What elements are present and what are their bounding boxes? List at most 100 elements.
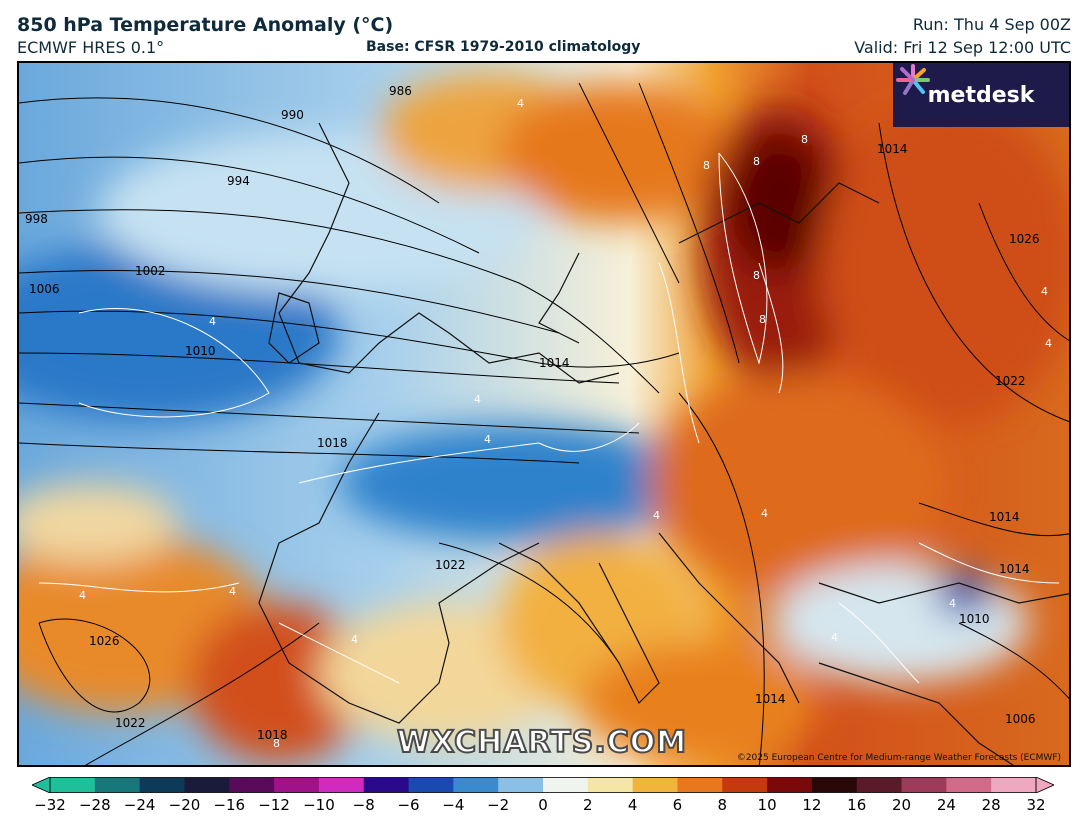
colorbar-cell: [408, 777, 454, 793]
colorbar-tick-label: 0: [538, 796, 548, 814]
colorbar-tick-label: −24: [123, 796, 156, 814]
isobar-label: 1014: [539, 356, 570, 370]
anomaly-label: 4: [831, 631, 838, 644]
colorbar-tick-label: −6: [397, 796, 420, 814]
anomaly-label: 4: [484, 433, 491, 446]
isobar-label: 1026: [1009, 232, 1040, 246]
anomaly-label: 4: [653, 509, 660, 522]
isobar-label: 1002: [135, 264, 166, 278]
colorbar-cell: [139, 777, 185, 793]
anomaly-label: 4: [79, 589, 86, 602]
metdesk-logo[interactable]: metdesk: [893, 63, 1069, 127]
colorbar-tick-label: −32: [34, 796, 66, 814]
colorbar-cells: [50, 777, 1037, 793]
isobar-label: 986: [389, 84, 412, 98]
isobar-label: 1018: [317, 436, 348, 450]
colorbar-tick-label: 2: [583, 796, 593, 814]
colorbar-cell: [543, 777, 589, 793]
colorbar-max-arrow: [1035, 777, 1054, 793]
colorbar-cell: [453, 777, 499, 793]
isobar-label: 1010: [959, 612, 990, 626]
logo-text: metdesk: [927, 82, 1035, 108]
colorbar-tick-label: −16: [213, 796, 246, 814]
anomaly-field: [19, 73, 1069, 763]
isobar-label: 994: [227, 174, 250, 188]
coastlines: [258, 122, 1069, 765]
colorbar-cell: [184, 777, 230, 793]
anomaly-label: 8: [759, 313, 766, 326]
colorbar-tick-label: 10: [757, 796, 777, 814]
colorbar-tick-label: 12: [802, 796, 822, 814]
anomaly-label: 4: [1041, 285, 1048, 298]
colorbar-cell: [811, 777, 858, 793]
isobar-label: 990: [281, 108, 304, 122]
colorbar-cell: [363, 777, 410, 793]
colorbar-tick-label: 20: [891, 796, 912, 814]
colorbar-cell: [318, 777, 365, 793]
anomaly-label: 4: [761, 507, 768, 520]
colorbar-cell: [722, 777, 768, 793]
isobars: [19, 82, 1069, 765]
metdesk-burst-icon: [896, 64, 930, 95]
colorbar-tick-label: −4: [442, 796, 465, 814]
anomaly-labels: 4 4 4 4 8 8 8 8 8 4 4 4 4 4 4 4 4 8 4: [79, 97, 1052, 750]
colorbar-cell: [274, 777, 320, 793]
colorbar-cell: [677, 777, 723, 793]
isobar-label: 1010: [185, 344, 216, 358]
anomaly-label: 4: [1045, 337, 1052, 350]
watermark: WXCHARTS.COM: [396, 724, 688, 761]
isobar-label: 1014: [755, 692, 786, 706]
anomaly-label: 4: [949, 597, 956, 610]
colorbar-cell: [991, 777, 1037, 793]
colorbar-cell: [50, 777, 96, 793]
colorbar-tick-label: −12: [258, 796, 290, 814]
isobar-label: 1006: [29, 282, 60, 296]
isobar-label: 1022: [435, 558, 466, 572]
colorbar-tick-label: −2: [487, 796, 510, 814]
anomaly-label: 4: [229, 585, 236, 598]
colorbar-tick-label: −8: [352, 796, 375, 814]
anomaly-label: 4: [209, 315, 216, 328]
colorbar-tick-label: 8: [717, 796, 728, 814]
colorbar-tick-label: −20: [168, 796, 201, 814]
data-credit: ©2025 European Centre for Medium-range W…: [736, 753, 1061, 763]
colorbar: [32, 777, 1054, 793]
colorbar-cell: [229, 777, 275, 793]
anomaly-label: 4: [351, 633, 358, 646]
colorbar-cell: [632, 777, 678, 793]
isobar-labels: 986 990 994 998 1002 1006 1010 1014 1018…: [25, 84, 1040, 742]
anomaly-label: 4: [517, 97, 524, 110]
colorbar-ticks: −32 −28 −24 −20 −16 −12 −10 −8 −6 −4 −2 0 2 4 6 8 10 12 16…: [0, 796, 1088, 820]
chart-header: 850 hPa Temperature Anomaly (°C) ECMWF H…: [0, 0, 1088, 62]
anomaly-label: 4: [474, 393, 481, 406]
colorbar-tick-label: 24: [936, 796, 956, 814]
isobar-label: 1014: [877, 142, 908, 156]
anomaly-label: 8: [703, 159, 710, 172]
colorbar-min-arrow: [32, 777, 51, 793]
map-canvas: 986 990 994 998 1002 1006 1010 1014 1018…: [19, 63, 1069, 765]
colorbar-cell: [901, 777, 947, 793]
isobar-label: 1014: [989, 510, 1020, 524]
model-label: ECMWF HRES 0.1°: [17, 38, 165, 57]
climatology-base-label: Base: CFSR 1979-2010 climatology: [366, 39, 641, 55]
colorbar-tick-label: 32: [1026, 796, 1046, 814]
colorbar-tick-label: −28: [78, 796, 111, 814]
isobar-label: 1022: [995, 374, 1026, 388]
colorbar-tick-label: −10: [303, 796, 335, 814]
run-time-label: Run: Thu 4 Sep 00Z: [912, 15, 1071, 34]
colorbar-cell: [498, 777, 544, 793]
anomaly-label: 8: [753, 269, 760, 282]
anomaly-map[interactable]: 986 990 994 998 1002 1006 1010 1014 1018…: [17, 61, 1071, 767]
colorbar-cell: [946, 777, 992, 793]
colorbar-tick-label: 28: [981, 796, 1001, 814]
colorbar-cell: [856, 777, 903, 793]
isobar-label: 998: [25, 212, 48, 226]
isobar-label: 1018: [257, 728, 288, 742]
colorbar-cell: [587, 777, 634, 793]
colorbar-tick-label: 6: [672, 796, 683, 814]
valid-time-label: Valid: Fri 12 Sep 12:00 UTC: [854, 38, 1071, 57]
anomaly-label: 8: [801, 133, 808, 146]
isobar-label: 1022: [115, 716, 146, 730]
anomaly-contours: [38, 152, 1060, 684]
chart-title: 850 hPa Temperature Anomaly (°C): [17, 14, 394, 36]
